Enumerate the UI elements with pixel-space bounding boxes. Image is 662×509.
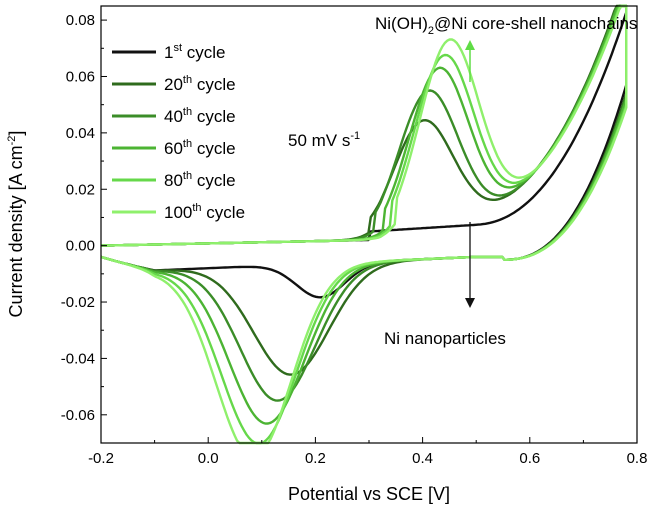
y-axis-title-close: ] — [6, 131, 26, 136]
y-axis-title: Current density [A cm-2] — [6, 131, 26, 318]
y-tick-label: -0.06 — [61, 407, 95, 424]
scan-rate-sup: -1 — [350, 130, 360, 142]
scan-rate-annotation: 50 mV s-1 — [288, 130, 360, 150]
x-axis-title: Potential vs SCE [V] — [288, 484, 450, 504]
y-axis-title-sup: -2 — [6, 136, 18, 146]
y-tick-label: 0.02 — [66, 181, 95, 198]
tick-group: -0.2 0.0 0.2 0.4 0.6 0.8 -0.06 -0.04 -0.02 0.00 0.… — [61, 12, 648, 467]
core-shell-annotation: Ni(OH)2@Ni core-shell nanochains — [375, 14, 637, 37]
y-tick-label: 0.00 — [66, 238, 95, 255]
legend-label: 40th cycle — [164, 106, 236, 126]
core-shell-pre: Ni(OH) — [375, 14, 428, 33]
series-group — [100, 4, 628, 445]
series-2-line — [100, 4, 628, 376]
y-tick-label: 0.04 — [66, 125, 95, 142]
core-shell-sub: 2 — [428, 25, 434, 37]
scan-rate-main: 50 mV s — [288, 131, 350, 150]
legend-label: 60th cycle — [164, 138, 236, 158]
nanoparticles-annotation: Ni nanoparticles — [384, 329, 506, 348]
x-tick-label: 0.2 — [305, 450, 326, 467]
x-tick-label: 0.8 — [627, 450, 648, 467]
legend-label: 1st cycle — [164, 42, 226, 62]
legend-label: 80th cycle — [164, 170, 236, 190]
y-tick-label: -0.02 — [61, 294, 95, 311]
series-5-line — [100, 4, 628, 445]
core-shell-post: @Ni core-shell nanochains — [434, 14, 637, 33]
x-tick-label: 0.0 — [198, 450, 219, 467]
y-tick-label: -0.04 — [61, 350, 95, 367]
legend: 1st cycle 20th cycle 40th cycle 60th cycle 8… — [112, 42, 245, 222]
down-arrow-head-icon — [465, 298, 475, 308]
x-tick-label: 0.6 — [519, 450, 540, 467]
x-tick-label: -0.2 — [88, 450, 114, 467]
y-tick-label: 0.06 — [66, 68, 95, 85]
y-tick-label: 0.08 — [66, 12, 95, 29]
legend-label: 20th cycle — [164, 74, 236, 94]
y-axis-title-main: Current density [A cm — [6, 145, 26, 317]
series-6-line — [100, 4, 628, 445]
legend-label: 100th cycle — [164, 202, 245, 222]
x-tick-label: 0.4 — [412, 450, 433, 467]
up-arrow-head-icon — [465, 40, 475, 50]
